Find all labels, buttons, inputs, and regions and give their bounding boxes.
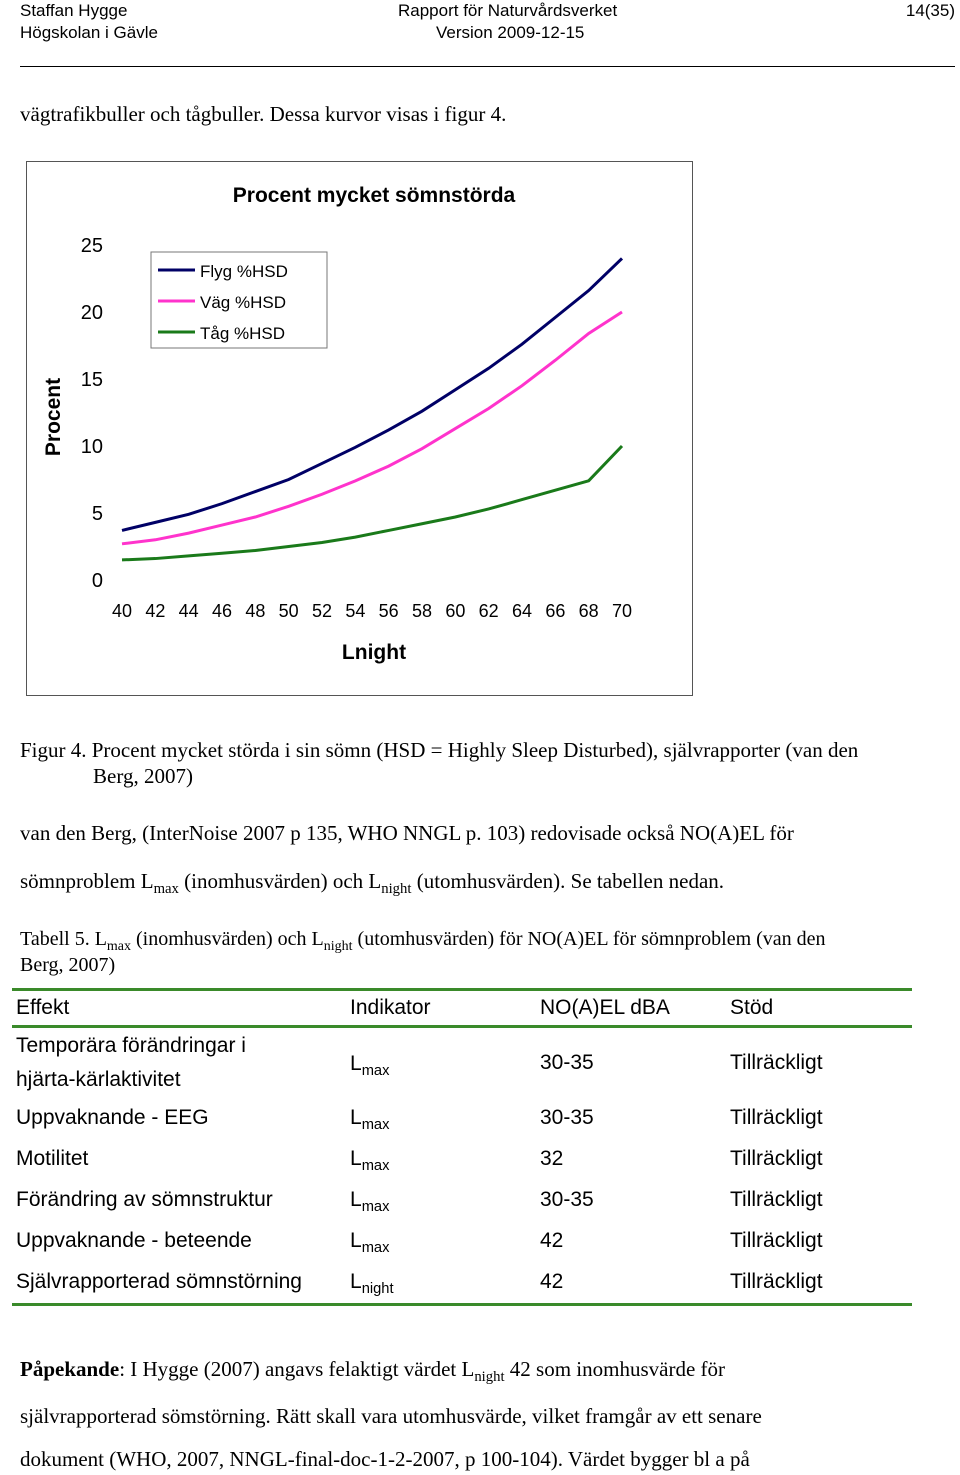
chart-frame: Procent mycket sömnstörda Lnight Procent… (26, 161, 693, 696)
y-tick-label: 10 (81, 436, 103, 458)
series-line-0 (121, 257, 624, 532)
line-chart: Procent mycket sömnstörda Lnight Procent… (42, 184, 632, 664)
y-axis-label: Procent (42, 378, 65, 456)
x-tick-label: 50 (279, 601, 299, 621)
x-tick-label: 52 (312, 601, 332, 621)
paragraph-line2: sömnproblem Lmax (inomhusvärden) och Lni… (20, 869, 725, 898)
col-header-noael: NO(A)EL dBA (540, 996, 670, 1019)
x-tick-label: 48 (245, 601, 265, 621)
series-line-2 (121, 444, 624, 562)
x-tick-label: 62 (479, 601, 499, 621)
legend-label-flyg: Flyg %HSD (200, 262, 288, 281)
col-header-stod: Stöd (730, 996, 774, 1019)
x-tick-label: 58 (412, 601, 432, 621)
header-version: Version 2009-12-15 (436, 23, 585, 42)
x-tick-label: 44 (179, 601, 199, 621)
header-page-number: 14(35) (905, 1, 955, 20)
col-header-indikator: Indikator (350, 996, 431, 1019)
y-tick-label: 0 (92, 570, 103, 592)
x-tick-label: 70 (612, 601, 632, 621)
x-tick-label: 64 (512, 601, 532, 621)
paragraph-line1: van den Berg, (InterNoise 2007 p 135, WH… (20, 821, 794, 845)
table-caption-line1: Tabell 5. Lmax (inomhusvärden) och Lnigh… (20, 928, 826, 954)
y-tick-label: 5 (92, 503, 103, 525)
x-tick-label: 54 (345, 601, 365, 621)
x-axis-label: Lnight (342, 641, 406, 664)
intro-text: vägtrafikbuller och tågbuller. Dessa kur… (20, 102, 507, 126)
header-author: Staffan Hygge (20, 1, 128, 20)
note-label: Påpekande (20, 1357, 120, 1381)
y-tick-label: 25 (81, 235, 103, 257)
x-tick-label: 40 (112, 601, 132, 621)
x-tick-label: 66 (545, 601, 565, 621)
x-tick-label: 46 (212, 601, 232, 621)
col-header-effekt: Effekt (16, 996, 70, 1019)
y-tick-label: 15 (81, 369, 103, 391)
header-report: Rapport för Naturvårdsverket (398, 1, 618, 20)
x-tick-labels: 40 42 44 46 48 50 52 54 56 58 60 62 64 66 68 70 (112, 601, 632, 621)
x-tick-label: 60 (445, 601, 465, 621)
legend-label-vag: Väg %HSD (200, 293, 286, 312)
x-tick-label: 42 (145, 601, 165, 621)
chart-title: Procent mycket sömnstörda (233, 184, 516, 207)
table-bottom-rule (12, 1303, 912, 1306)
note-line3: dokument (WHO, 2007, NNGL-final-doc-1-2-… (20, 1447, 750, 1471)
y-tick-labels: 0 5 10 15 20 25 (81, 235, 103, 592)
note-line2: självrapporterad sömstörning. Rätt skall… (20, 1404, 762, 1428)
x-tick-label: 68 (579, 601, 599, 621)
figure-caption-line1: Figur 4. Procent mycket störda i sin söm… (20, 738, 859, 762)
legend: Flyg %HSD Väg %HSD Tåg %HSD (150, 251, 328, 349)
series-line-1 (121, 310, 623, 546)
table-top-rule (12, 988, 912, 991)
legend-label-tag: Tåg %HSD (200, 324, 285, 343)
x-tick-label: 56 (379, 601, 399, 621)
series-lines (121, 257, 624, 562)
figure-caption-line2: Berg, 2007) (93, 764, 193, 788)
table-caption-line2: Berg, 2007) (20, 954, 116, 976)
page-header: Staffan Hygge Högskolan i Gävle Rapport … (20, 0, 955, 67)
header-institution: Högskolan i Gävle (20, 23, 158, 42)
table-header-rule (12, 1025, 912, 1028)
note-line1: Påpekande: I Hygge (2007) angavs felakti… (20, 1357, 726, 1386)
y-tick-label: 20 (81, 302, 103, 324)
